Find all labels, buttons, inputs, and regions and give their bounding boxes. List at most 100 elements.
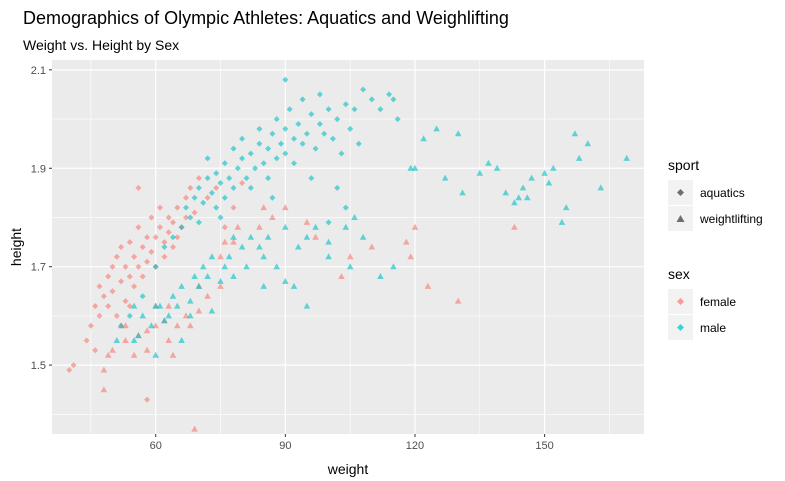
male-aquatics-point: [273, 155, 280, 162]
male-aquatics-point: [230, 184, 237, 191]
male-aquatics-point: [187, 214, 194, 221]
female-weightlifting-point: [174, 322, 181, 329]
male-aquatics-point: [308, 111, 315, 118]
female-weightlifting-point: [130, 351, 138, 358]
legend-female-diamond-icon: [677, 298, 684, 305]
female-aquatics-point: [126, 239, 133, 246]
female-weightlifting-point: [338, 273, 345, 279]
female-aquatics-point: [170, 244, 176, 250]
female-aquatics-point: [174, 234, 181, 241]
male-weightlifting-point: [303, 233, 311, 240]
female-weightlifting-point: [411, 223, 419, 230]
legend-label-weightlifting: weightlifting: [699, 212, 763, 226]
male-weightlifting-point: [584, 140, 592, 147]
male-aquatics-point: [183, 204, 189, 211]
female-aquatics-point: [187, 184, 194, 191]
male-weightlifting-point: [208, 253, 216, 260]
male-weightlifting-point: [359, 233, 367, 240]
male-aquatics-point: [161, 244, 168, 250]
female-weightlifting-point: [165, 337, 172, 343]
male-aquatics-point: [386, 91, 393, 98]
male-weightlifting-point: [476, 169, 484, 176]
male-weightlifting-point: [199, 263, 207, 270]
male-aquatics-point: [204, 155, 211, 162]
female-weightlifting-point: [100, 386, 108, 393]
male-weightlifting-point: [169, 292, 177, 299]
male-weightlifting-point: [545, 179, 553, 186]
male-weightlifting-point: [225, 253, 233, 260]
female-weightlifting-point: [403, 238, 410, 245]
male-weightlifting-point: [243, 263, 250, 270]
male-aquatics-point: [243, 175, 250, 182]
female-weightlifting-point: [260, 204, 267, 211]
male-aquatics-point: [256, 125, 263, 132]
female-aquatics-point: [239, 180, 246, 186]
male-weightlifting-point: [282, 277, 289, 284]
male-weightlifting-point: [420, 135, 427, 142]
female-aquatics-point: [118, 278, 125, 285]
male-aquatics-point: [308, 175, 315, 182]
male-weightlifting-point: [156, 302, 164, 309]
female-aquatics-point: [122, 298, 129, 305]
female-aquatics-point: [126, 273, 133, 280]
male-weightlifting-point: [191, 273, 198, 279]
male-aquatics-point: [291, 135, 297, 142]
male-weightlifting-point: [390, 263, 397, 270]
legend-triangle-icon: [676, 215, 685, 222]
male-aquatics-point: [204, 175, 211, 182]
male-weightlifting-point: [187, 312, 194, 319]
female-weightlifting-point: [187, 322, 194, 329]
male-aquatics-point: [152, 263, 159, 270]
female-weightlifting-point: [109, 346, 116, 353]
male-weightlifting-point: [511, 199, 518, 206]
male-weightlifting-point: [454, 130, 462, 137]
male-aquatics-point: [178, 224, 185, 231]
female-aquatics-point: [165, 229, 172, 236]
y-axis-ticks: 1.5 1.7 1.9 2.1: [31, 65, 52, 372]
female-aquatics-point: [230, 204, 237, 211]
male-aquatics-point: [234, 165, 241, 172]
male-aquatics-point: [170, 234, 176, 241]
male-weightlifting-point: [407, 164, 414, 171]
male-aquatics-point: [191, 194, 198, 201]
female-weightlifting-point: [256, 223, 263, 230]
male-aquatics-point: [208, 189, 215, 196]
female-aquatics-point: [221, 224, 228, 231]
female-weightlifting-point: [303, 218, 311, 225]
male-weightlifting-point: [195, 282, 203, 289]
female-aquatics-point: [105, 303, 112, 310]
x-axis-ticks: 60 90 120 150: [150, 434, 554, 452]
male-aquatics-point: [195, 219, 202, 226]
male-weightlifting-point: [303, 302, 311, 309]
male-aquatics-point: [200, 199, 207, 206]
male-aquatics-point: [195, 184, 202, 191]
legend-sport-title: sport: [668, 157, 699, 173]
male-aquatics-point: [394, 116, 401, 123]
female-weightlifting-point: [346, 253, 354, 260]
male-aquatics-point: [282, 125, 289, 132]
y-axis-title: height: [8, 228, 24, 266]
female-aquatics-point: [144, 396, 151, 403]
legend-sex-title: sex: [668, 266, 690, 282]
female-aquatics-point: [183, 214, 189, 221]
male-aquatics-point: [256, 140, 263, 147]
plot-panel: [52, 60, 644, 434]
male-aquatics-point: [213, 170, 220, 177]
male-aquatics-point: [252, 165, 259, 172]
female-weightlifting-point: [122, 322, 129, 329]
male-aquatics-point: [360, 86, 367, 93]
male-aquatics-point: [278, 140, 284, 147]
male-weightlifting-point: [433, 125, 440, 132]
male-weightlifting-point: [524, 194, 531, 201]
male-aquatics-point: [334, 184, 341, 191]
male-aquatics-point: [273, 116, 280, 123]
female-aquatics-point: [118, 244, 125, 250]
x-tick-label: 90: [279, 440, 291, 452]
female-weightlifting-point: [100, 366, 108, 373]
male-aquatics-point: [355, 140, 362, 147]
male-aquatics-point: [221, 160, 228, 167]
male-aquatics-point: [334, 116, 341, 123]
y-tick-label: 1.9: [31, 163, 46, 175]
female-weightlifting-point: [122, 337, 129, 343]
